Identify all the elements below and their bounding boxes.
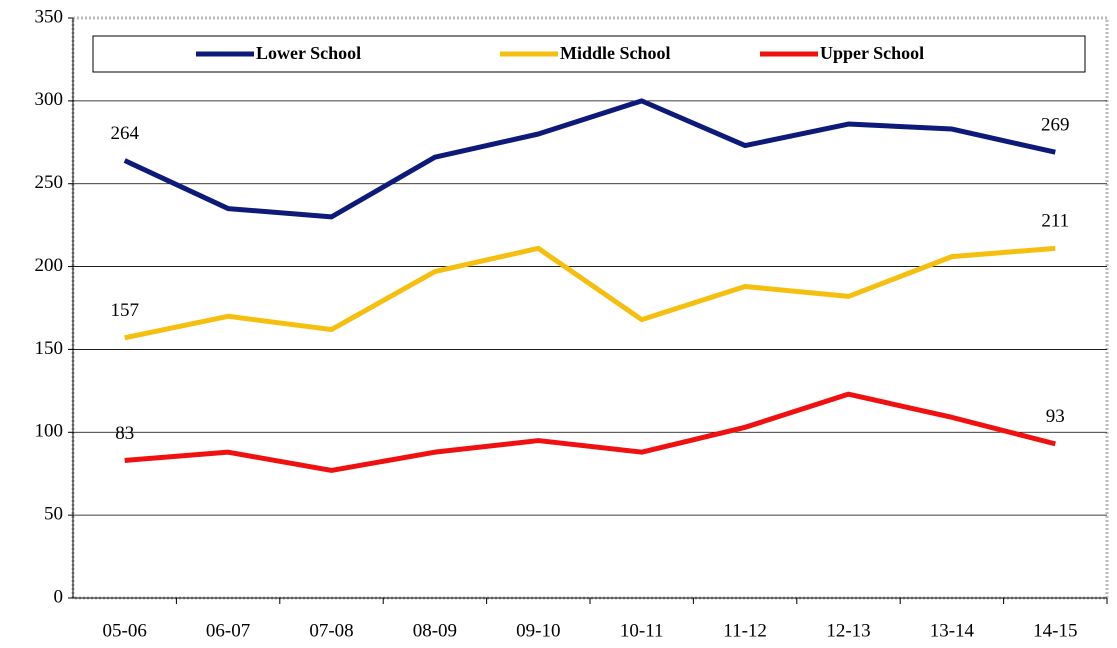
- data-label: 93: [1046, 406, 1065, 427]
- y-tick-label: 300: [35, 89, 64, 110]
- x-tick-label: 13-14: [930, 620, 975, 641]
- data-label: 269: [1041, 115, 1070, 136]
- y-tick-label: 350: [35, 6, 64, 27]
- series-line: [124, 245, 1056, 341]
- series-line: [123, 98, 1056, 220]
- x-tick-label: 11-12: [723, 620, 767, 641]
- data-label: 264: [110, 123, 139, 144]
- data-label: 83: [115, 423, 134, 444]
- legend-label: Upper School: [820, 43, 924, 63]
- plot-border: [71, 16, 1109, 600]
- legend-label: Lower School: [256, 43, 361, 63]
- legend-label: Middle School: [560, 43, 671, 63]
- data-label: 211: [1041, 211, 1069, 232]
- x-tick-label: 06-07: [206, 620, 250, 641]
- data-label: 157: [110, 300, 139, 321]
- x-tick-label: 08-09: [413, 620, 457, 641]
- legend-box: [92, 35, 1086, 73]
- x-tick-label: 05-06: [103, 620, 147, 641]
- y-tick-label: 200: [35, 255, 64, 276]
- y-tick-label: 0: [54, 586, 64, 607]
- series-line: [124, 391, 1056, 473]
- x-tick-label: 10-11: [620, 620, 664, 641]
- y-tick-label: 50: [44, 504, 63, 525]
- x-tick-label: 14-15: [1033, 620, 1077, 641]
- x-tick-label: 07-08: [309, 620, 353, 641]
- y-tick-label: 150: [35, 338, 64, 359]
- y-tick-label: 100: [35, 421, 64, 442]
- y-tick-label: 250: [35, 172, 64, 193]
- x-tick-label: 09-10: [516, 620, 560, 641]
- x-tick-label: 12-13: [826, 620, 870, 641]
